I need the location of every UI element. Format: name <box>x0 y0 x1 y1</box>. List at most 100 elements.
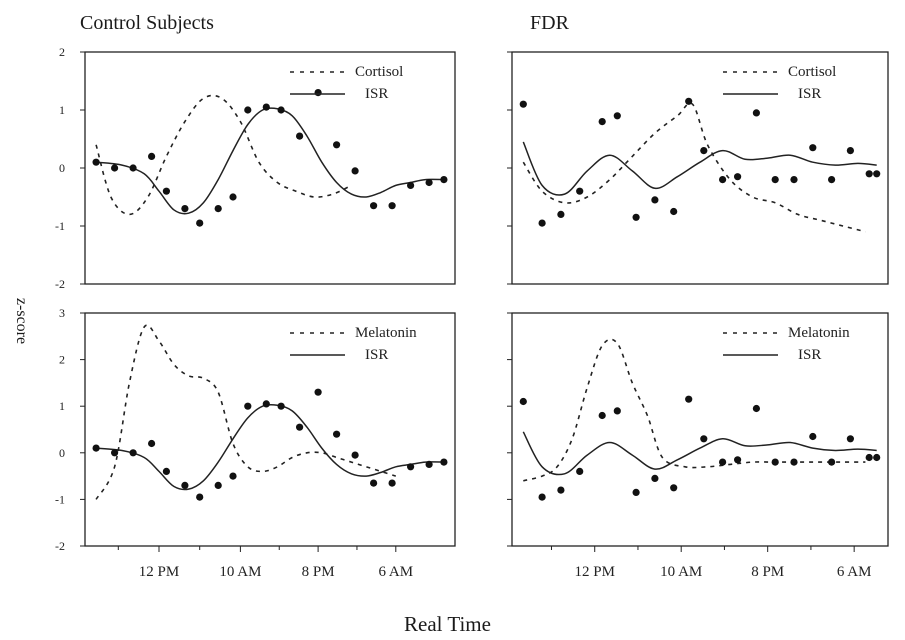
x-tick-label: 10 AM <box>660 564 702 580</box>
isr-sample-point <box>670 484 678 492</box>
isr-sample-point <box>129 449 137 457</box>
isr-sample-point <box>873 453 881 462</box>
isr-sample-point <box>685 97 693 105</box>
isr-sample-point <box>214 481 222 489</box>
isr-sample-point <box>388 202 396 210</box>
isr-sample-point <box>557 486 565 494</box>
isr-sample-point <box>598 411 606 420</box>
isr-sample-point <box>865 170 873 178</box>
isr-sample-point <box>771 176 779 184</box>
isr-sample-point <box>613 112 621 120</box>
isr-sample-point <box>388 479 396 487</box>
isr-sample-point <box>651 474 659 482</box>
isr-sample-point <box>632 488 640 496</box>
isr-sample-point <box>92 444 100 452</box>
x-tick-label: 10 AM <box>219 564 261 580</box>
isr-sample-point <box>181 205 189 213</box>
legend-label: Cortisol <box>355 64 403 80</box>
y-tick-label: 0 <box>59 161 65 175</box>
isr-sample-point <box>651 196 659 204</box>
isr-sample-point <box>685 395 693 403</box>
isr-sample-point <box>181 481 189 489</box>
melatonin-line <box>95 324 397 500</box>
isr-sample-point <box>244 106 252 114</box>
panel-bottom-right: 12 PM 10 AM 8 PM 6 AM Melatonin ISR <box>507 312 889 580</box>
isr-sample-point <box>351 167 359 175</box>
legend-label: Melatonin <box>355 325 417 341</box>
legend-label: ISR <box>798 86 821 102</box>
x-tick-label: 8 PM <box>751 564 784 580</box>
isr-sample-point <box>277 106 285 114</box>
legend-label: ISR <box>365 86 388 102</box>
panel-top-right: Cortisol ISR <box>507 51 889 285</box>
isr-sample-point <box>790 458 798 466</box>
legend-label: Cortisol <box>788 64 836 80</box>
isr-sample-point <box>846 147 855 155</box>
melatonin-line <box>523 338 866 482</box>
panel-bottom-left: -2 -1 0 1 2 3 12 PM 10 AM 8 PM 6 AM Melatonin ISR <box>55 306 456 580</box>
y-tick-label: 2 <box>59 45 65 59</box>
isr-line <box>522 431 877 476</box>
isr-sample-point <box>440 458 448 466</box>
isr-sample-point <box>214 205 222 213</box>
isr-sample-point <box>148 152 156 160</box>
isr-sample-point <box>846 435 855 443</box>
isr-sample-point <box>734 173 742 181</box>
isr-sample-point <box>598 118 606 126</box>
isr-sample-point <box>262 400 270 408</box>
isr-sample-point <box>719 458 727 466</box>
isr-sample-point <box>314 388 322 396</box>
y-tick-label: -1 <box>55 219 65 233</box>
isr-sample-point <box>425 178 433 187</box>
isr-sample-point <box>576 467 584 475</box>
plot-frame <box>511 312 889 547</box>
isr-sample-point <box>229 193 237 201</box>
legend-label: Melatonin <box>788 325 850 341</box>
isr-sample-point <box>111 164 119 172</box>
cortisol-line <box>95 94 352 216</box>
y-tick-label: -1 <box>55 492 65 506</box>
isr-sample-point <box>557 210 565 218</box>
isr-sample-point <box>670 207 678 216</box>
isr-sample-point <box>129 164 137 172</box>
isr-sample-point <box>425 460 433 468</box>
isr-sample-point <box>370 202 378 210</box>
isr-sample-point <box>351 451 359 459</box>
isr-sample-point <box>148 439 156 448</box>
isr-sample-point <box>865 453 873 462</box>
isr-line <box>522 141 877 196</box>
isr-sample-point <box>162 467 170 475</box>
x-axis-label: Real Time <box>404 612 491 636</box>
isr-sample-point <box>809 432 817 441</box>
isr-sample-point <box>229 472 237 480</box>
legend-label: ISR <box>365 347 388 363</box>
y-tick-label: 0 <box>59 446 65 460</box>
isr-sample-point <box>519 397 527 406</box>
y-tick-label: 1 <box>59 103 65 117</box>
y-tick-label: 1 <box>59 399 65 413</box>
isr-sample-point <box>873 170 881 178</box>
isr-sample-point <box>196 493 204 501</box>
isr-sample-point <box>752 404 761 413</box>
isr-sample-point <box>407 463 415 471</box>
x-tick-label: 12 PM <box>139 564 179 580</box>
isr-sample-point <box>828 176 836 184</box>
isr-sample-point <box>700 147 708 155</box>
y-tick-label: -2 <box>55 539 65 553</box>
y-tick-label: 2 <box>59 353 65 367</box>
isr-sample-point <box>809 144 817 152</box>
isr-sample-point <box>296 132 304 140</box>
isr-sample-point <box>719 176 727 184</box>
x-tick-label: 8 PM <box>302 564 335 580</box>
isr-sample-point <box>828 458 836 466</box>
panel-top-left: -2 -1 0 1 2 Cortisol ISR <box>55 45 456 291</box>
plot-frame <box>84 312 456 547</box>
isr-line <box>96 107 444 215</box>
isr-sample-point <box>613 407 621 415</box>
isr-sample-point <box>771 458 779 466</box>
isr-sample-point <box>440 176 448 184</box>
isr-sample-point <box>576 187 584 195</box>
legend-label: ISR <box>798 347 821 363</box>
